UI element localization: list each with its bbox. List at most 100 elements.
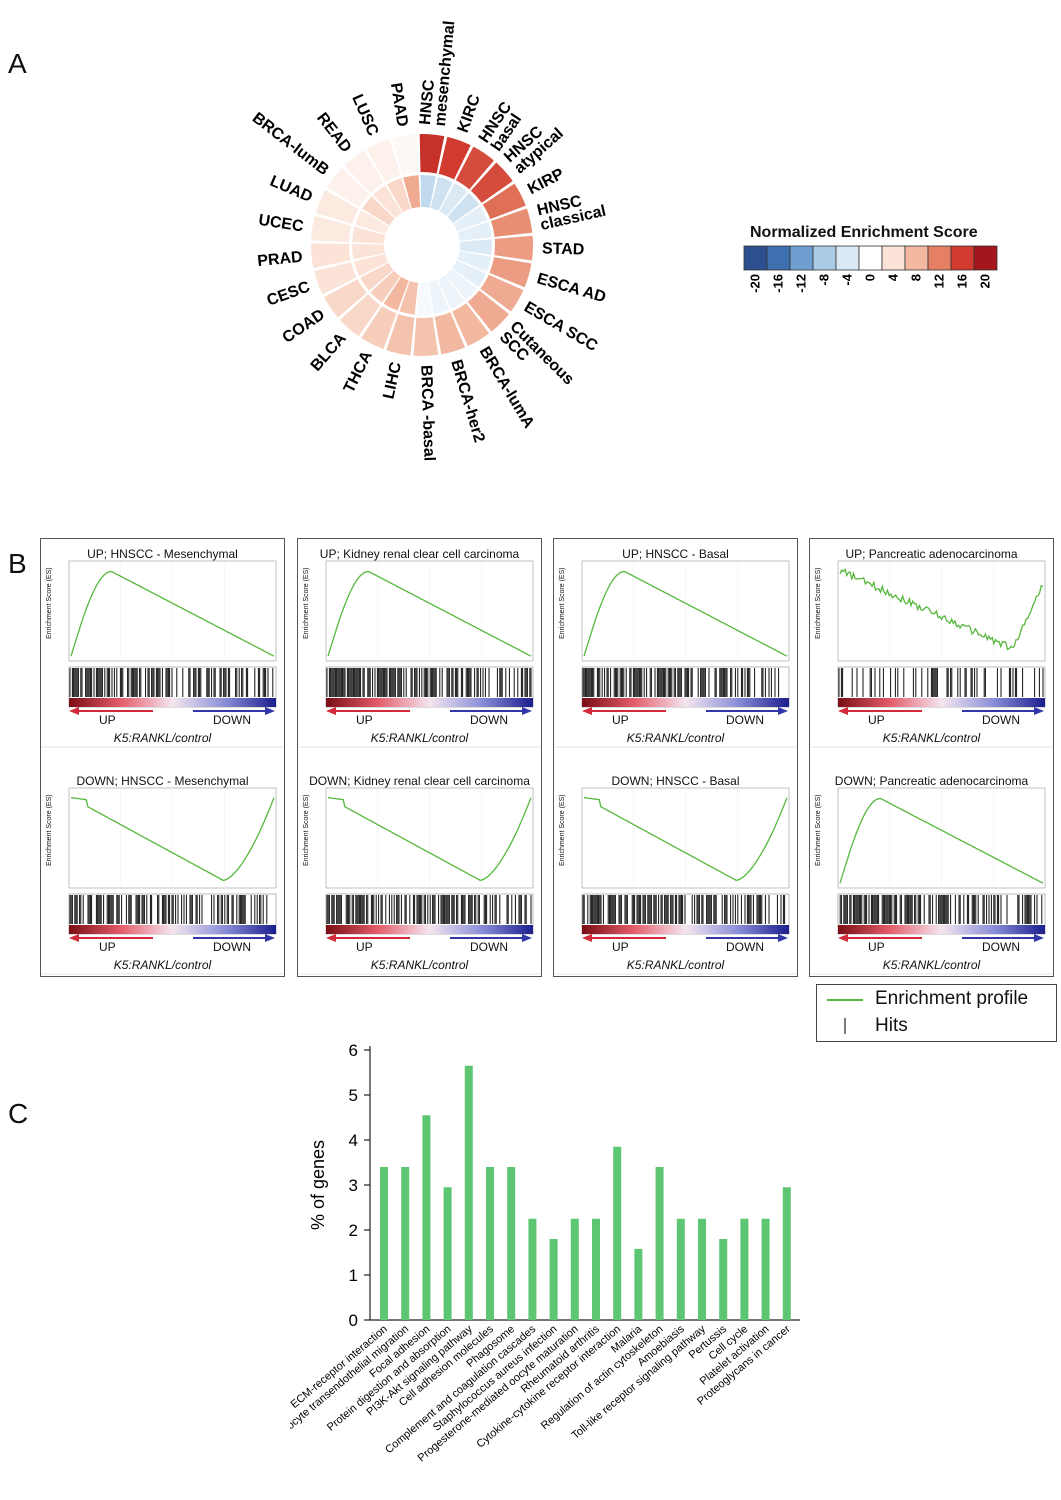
- down-arrowhead: [265, 707, 275, 715]
- gsea-y-axis-label: Enrichment Score (ES): [303, 794, 310, 866]
- y-tick-label: 5: [349, 1086, 358, 1105]
- gsea-down-label: DOWN: [726, 940, 764, 954]
- gsea-y-axis-label: Enrichment Score (ES): [815, 794, 822, 866]
- gsea-up-label: UP: [356, 940, 373, 954]
- down-arrowhead: [522, 707, 532, 715]
- enrichment-profile-swatch: [827, 999, 863, 1001]
- gsea-panel-title: DOWN; HNSCC - Mesenchymal: [76, 774, 249, 788]
- y-tick-label: 3: [349, 1176, 358, 1195]
- up-arrowhead: [582, 707, 592, 715]
- outer-ring-cell: [494, 235, 533, 261]
- gsea-panel: UP; Pancreatic adenocarcinoma Enrichment…: [809, 538, 1054, 977]
- enrichment-profile-line: [70, 570, 275, 657]
- gsea-legend: Enrichment profile Hits: [816, 984, 1057, 1042]
- outer-ring-cell: [340, 294, 381, 337]
- legend-swatch: [858, 245, 883, 271]
- bar: [655, 1167, 664, 1320]
- panel-label-c: C: [8, 1098, 29, 1129]
- down-arrowhead: [778, 707, 788, 715]
- radial-label: ESCA AD: [535, 270, 608, 306]
- outer-ring-cell: [344, 150, 384, 193]
- up-arrowhead: [69, 934, 79, 942]
- legend-tick: 4: [886, 273, 901, 281]
- bar: [761, 1218, 770, 1320]
- legend-tick: 0: [863, 274, 878, 281]
- y-tick-label: 4: [349, 1131, 358, 1150]
- enrichment-profile-line: [583, 570, 788, 657]
- up-arrowhead: [838, 934, 848, 942]
- inner-ring-cell: [362, 196, 395, 226]
- inner-ring-cell: [459, 239, 492, 255]
- down-arrowhead: [522, 934, 532, 942]
- outer-ring-cell: [314, 262, 357, 295]
- nes-legend-title: Normalized Enrichment Score: [750, 224, 978, 241]
- gsea-up-label: UP: [612, 713, 629, 727]
- bar: [698, 1218, 706, 1320]
- up-arrowhead: [326, 934, 336, 942]
- gsea-down-label: DOWN: [213, 713, 251, 727]
- gsea-down-label: DOWN: [470, 940, 508, 954]
- gsea-y-axis-label: Enrichment Score (ES): [46, 794, 53, 866]
- bar: [613, 1146, 622, 1320]
- bar: [592, 1218, 600, 1320]
- legend-swatch: [766, 245, 791, 271]
- inner-ring-cell: [457, 251, 492, 272]
- outer-ring-cell: [386, 314, 415, 356]
- up-arrowhead: [69, 707, 79, 715]
- inner-ring-cell: [453, 206, 488, 232]
- radial-label: COAD: [280, 306, 328, 347]
- radial-label: BLCA: [308, 330, 350, 375]
- radial-label: BRCA-lumA: [476, 344, 538, 432]
- gsea-x-axis-label: K5:RANKL/control: [882, 731, 981, 745]
- down-arrowhead: [265, 934, 275, 942]
- bar: [549, 1239, 558, 1320]
- outer-ring-cell: [438, 136, 471, 180]
- legend-tick: 12: [932, 274, 947, 288]
- nes-color-legend: -20 -16 -12 -8 -4 0 4 8 12 16 20: [743, 245, 998, 293]
- legend-tick: 8: [909, 274, 924, 281]
- legend-swatch: [950, 245, 975, 271]
- gsea-plot-grid: UP; HNSCC - Mesenchymal Enrichment Score…: [40, 538, 1058, 978]
- bar: [507, 1167, 516, 1320]
- radial-label: BRCA -basal: [417, 365, 437, 462]
- bar: [634, 1248, 643, 1320]
- outer-ring-cell: [311, 215, 352, 242]
- inner-ring-cell: [353, 253, 388, 277]
- inner-ring-cell: [354, 210, 389, 235]
- inner-ring-cell: [399, 280, 419, 315]
- outer-ring-cell: [366, 138, 401, 182]
- radial-label: KIRP: [525, 165, 567, 198]
- bar: [570, 1218, 579, 1320]
- outer-ring-cell: [311, 243, 351, 269]
- gsea-up-label: UP: [868, 940, 885, 954]
- inner-ring-cell: [352, 244, 385, 260]
- radial-heatmap: HNSCmesenchymalKIRCHNSCbasalHNSCatypical…: [249, 20, 608, 462]
- outer-ring-cell: [452, 303, 490, 347]
- outer-ring-cell: [327, 167, 370, 208]
- outer-ring-cell: [482, 183, 526, 220]
- enrichment-profile-line: [70, 796, 275, 882]
- inner-ring-cell: [439, 182, 468, 217]
- inner-ring-cell: [420, 174, 437, 208]
- inner-ring-cell: [447, 192, 480, 224]
- legend-swatch: [812, 245, 837, 271]
- inner-ring-cell: [383, 276, 409, 311]
- down-arrowhead: [1034, 707, 1044, 715]
- down-arrowhead: [778, 934, 788, 942]
- gsea-panel-title: DOWN; Pancreatic adenocarcinoma: [834, 774, 1029, 788]
- radial-label: HNSCclassical: [535, 188, 607, 234]
- gsea-down-label: DOWN: [470, 713, 508, 727]
- radial-label: PAAD: [387, 82, 411, 128]
- inner-ring-cell: [387, 178, 411, 213]
- radial-label: KIRC: [455, 92, 484, 135]
- inner-ring-cell: [457, 221, 492, 241]
- rank-gradient-bar: [838, 698, 1045, 707]
- gsea-x-axis-label: K5:RANKL/control: [882, 958, 981, 972]
- outer-ring-cell: [419, 134, 445, 174]
- enrichment-profile-line: [839, 568, 1044, 651]
- gsea-up-label: UP: [99, 940, 116, 954]
- legend-tick: -12: [794, 274, 809, 293]
- gsea-enrichment-plot: [41, 787, 284, 975]
- radial-label: CESC: [265, 278, 313, 309]
- gsea-x-axis-label: K5:RANKL/control: [113, 958, 212, 972]
